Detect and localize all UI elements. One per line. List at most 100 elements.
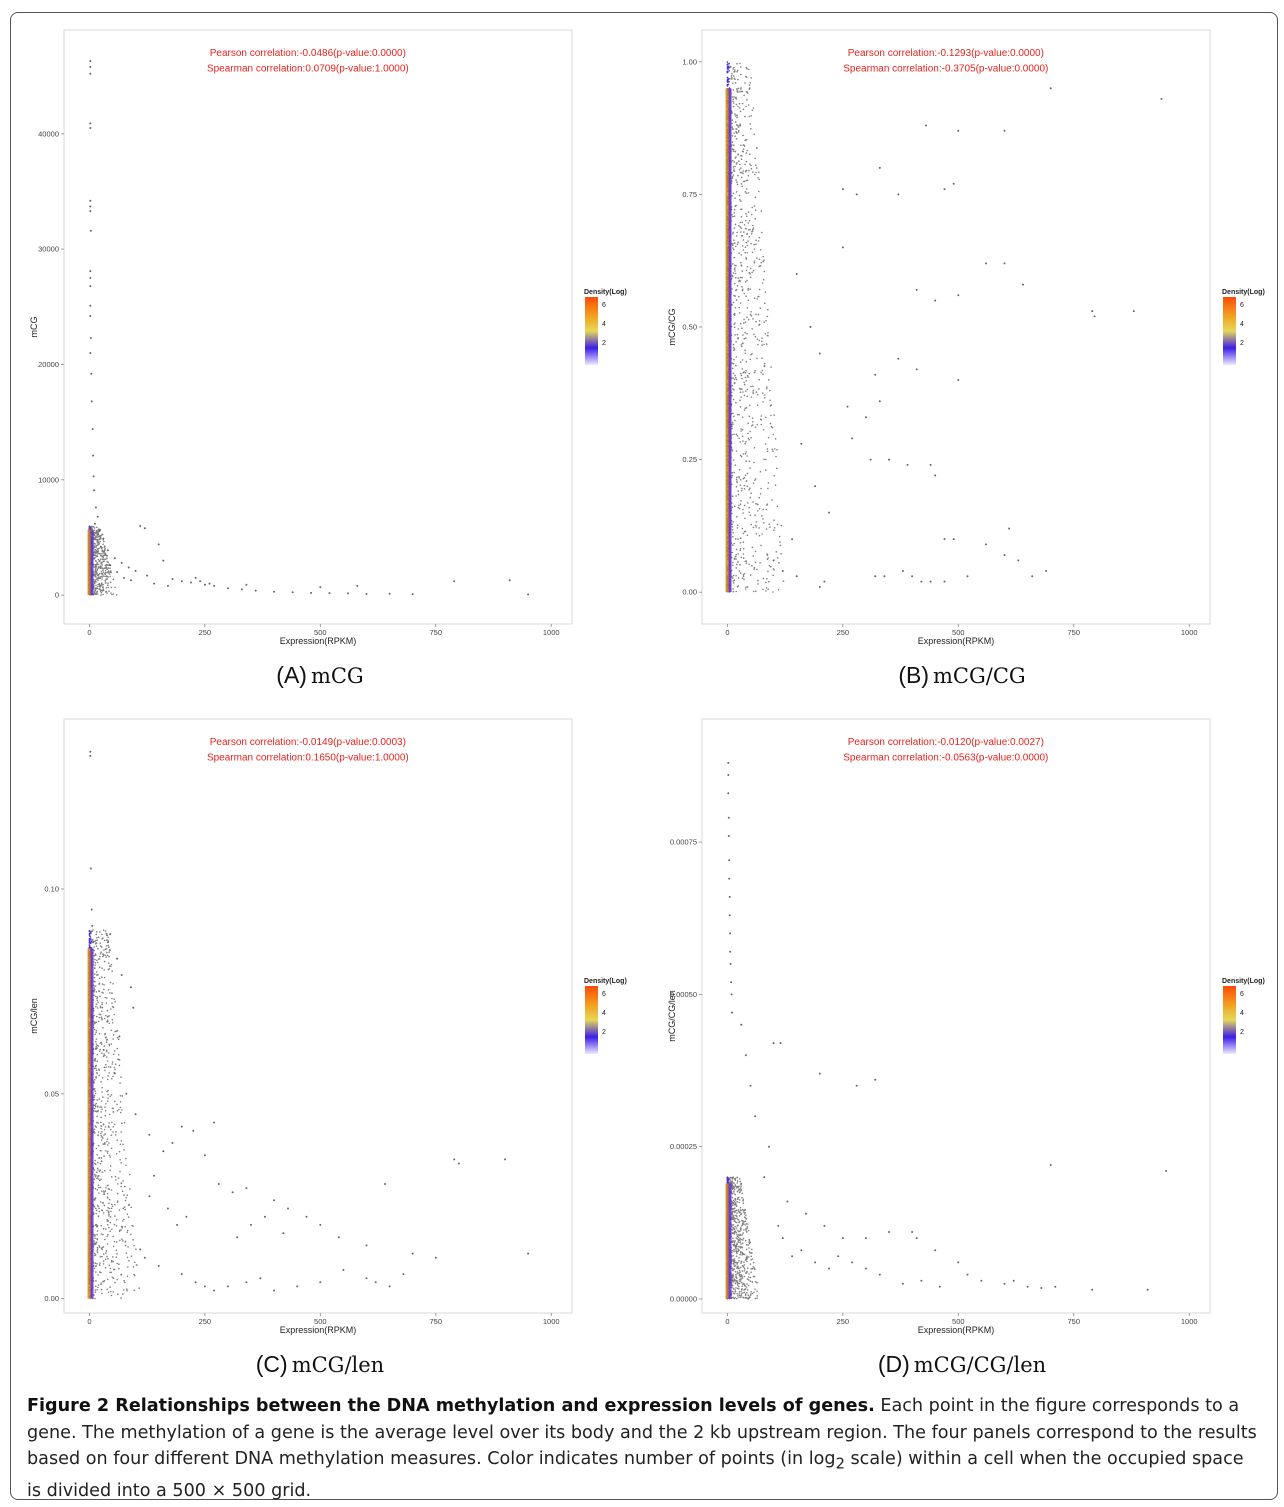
dense-point	[117, 1038, 120, 1041]
data-point	[897, 357, 900, 360]
dense-point	[116, 1139, 118, 1141]
dense-point	[729, 1178, 731, 1181]
dense-point	[104, 1114, 106, 1117]
dense-point	[731, 421, 734, 424]
dense-point	[107, 1291, 110, 1294]
dense-point	[138, 1287, 140, 1289]
dense-point	[742, 557, 745, 559]
dense-point	[94, 1297, 96, 1300]
dense-point	[101, 1131, 103, 1133]
dense-point	[739, 1187, 742, 1189]
dense-point	[766, 504, 768, 506]
dense-point	[104, 954, 107, 957]
dense-point	[104, 1110, 107, 1112]
dense-point	[733, 1281, 735, 1283]
dense-point	[97, 1161, 99, 1164]
dense-point	[763, 270, 766, 273]
data-point	[1003, 129, 1006, 132]
dense-point	[731, 551, 733, 554]
dense-point	[752, 555, 755, 557]
dense-point	[755, 164, 757, 167]
dense-point	[103, 575, 105, 577]
dense-point	[738, 107, 741, 109]
data-point	[388, 592, 391, 595]
dense-point	[100, 1132, 102, 1135]
dense-point	[98, 1050, 101, 1053]
dense-point	[100, 1233, 103, 1235]
dense-point	[743, 394, 746, 397]
dense-point	[100, 1127, 102, 1130]
data-point	[139, 1248, 142, 1251]
dense-point	[761, 357, 763, 360]
data-point	[93, 489, 95, 492]
data-point	[162, 1150, 165, 1153]
dense-point	[106, 1100, 109, 1102]
dense-point	[101, 1160, 103, 1163]
dense-point	[731, 474, 734, 477]
dense-point	[98, 1074, 101, 1077]
dense-point	[746, 1255, 748, 1257]
dense-point	[96, 961, 99, 964]
dense-point	[743, 573, 746, 575]
dense-point	[774, 448, 776, 450]
dense-point	[766, 386, 768, 388]
dense-point	[751, 421, 754, 423]
dense-point	[766, 554, 769, 556]
dense-point	[735, 299, 738, 301]
dense-point	[727, 77, 729, 80]
dense-point	[94, 569, 97, 571]
dense-point	[745, 295, 747, 297]
dense-point	[732, 215, 734, 218]
dense-point	[739, 547, 742, 550]
dense-point	[745, 169, 747, 172]
data-point	[453, 580, 456, 583]
dense-point	[744, 227, 747, 230]
dense-point	[94, 532, 97, 534]
dense-point	[97, 973, 99, 976]
dense-point	[737, 561, 739, 563]
dense-point	[774, 484, 777, 487]
dense-point	[116, 1047, 119, 1050]
dense-point	[95, 1047, 97, 1050]
dense-point	[745, 440, 747, 443]
dense-point	[110, 1294, 113, 1297]
dense-point	[754, 173, 756, 176]
dense-point	[750, 396, 753, 398]
dense-point	[763, 343, 765, 346]
dense-point	[97, 579, 99, 582]
dense-point	[111, 1228, 113, 1231]
dense-point	[734, 270, 736, 272]
dense-point	[734, 78, 736, 81]
dense-point	[746, 244, 749, 247]
dense-point	[726, 64, 729, 66]
dense-point	[95, 931, 98, 933]
dense-point	[732, 459, 735, 461]
dense-point	[103, 1169, 106, 1172]
dense-point	[734, 121, 737, 123]
legend-tick-b-0: 6	[1240, 302, 1244, 309]
dense-point	[732, 272, 735, 274]
dense-point	[95, 564, 98, 566]
dense-point	[96, 548, 98, 550]
dense-point	[745, 451, 747, 453]
dense-point	[744, 246, 747, 248]
dense-point	[96, 1072, 98, 1074]
data-point	[102, 537, 105, 540]
dense-point	[105, 1002, 108, 1004]
dense-point	[739, 199, 741, 201]
dense-point	[98, 577, 100, 580]
dense-point	[740, 1185, 742, 1187]
dense-point	[98, 1098, 100, 1100]
data-point	[125, 1092, 128, 1095]
dense-point	[99, 1048, 101, 1051]
dense-point	[112, 1111, 114, 1113]
dense-point	[772, 574, 774, 577]
dense-point	[116, 1103, 118, 1106]
data-point	[166, 584, 169, 587]
dense-point	[736, 181, 738, 183]
legend-title-a: Density(Log)	[584, 289, 627, 296]
dense-point	[102, 1123, 105, 1125]
dense-point	[746, 472, 749, 475]
dense-point	[769, 422, 772, 425]
dense-point	[746, 1257, 748, 1259]
